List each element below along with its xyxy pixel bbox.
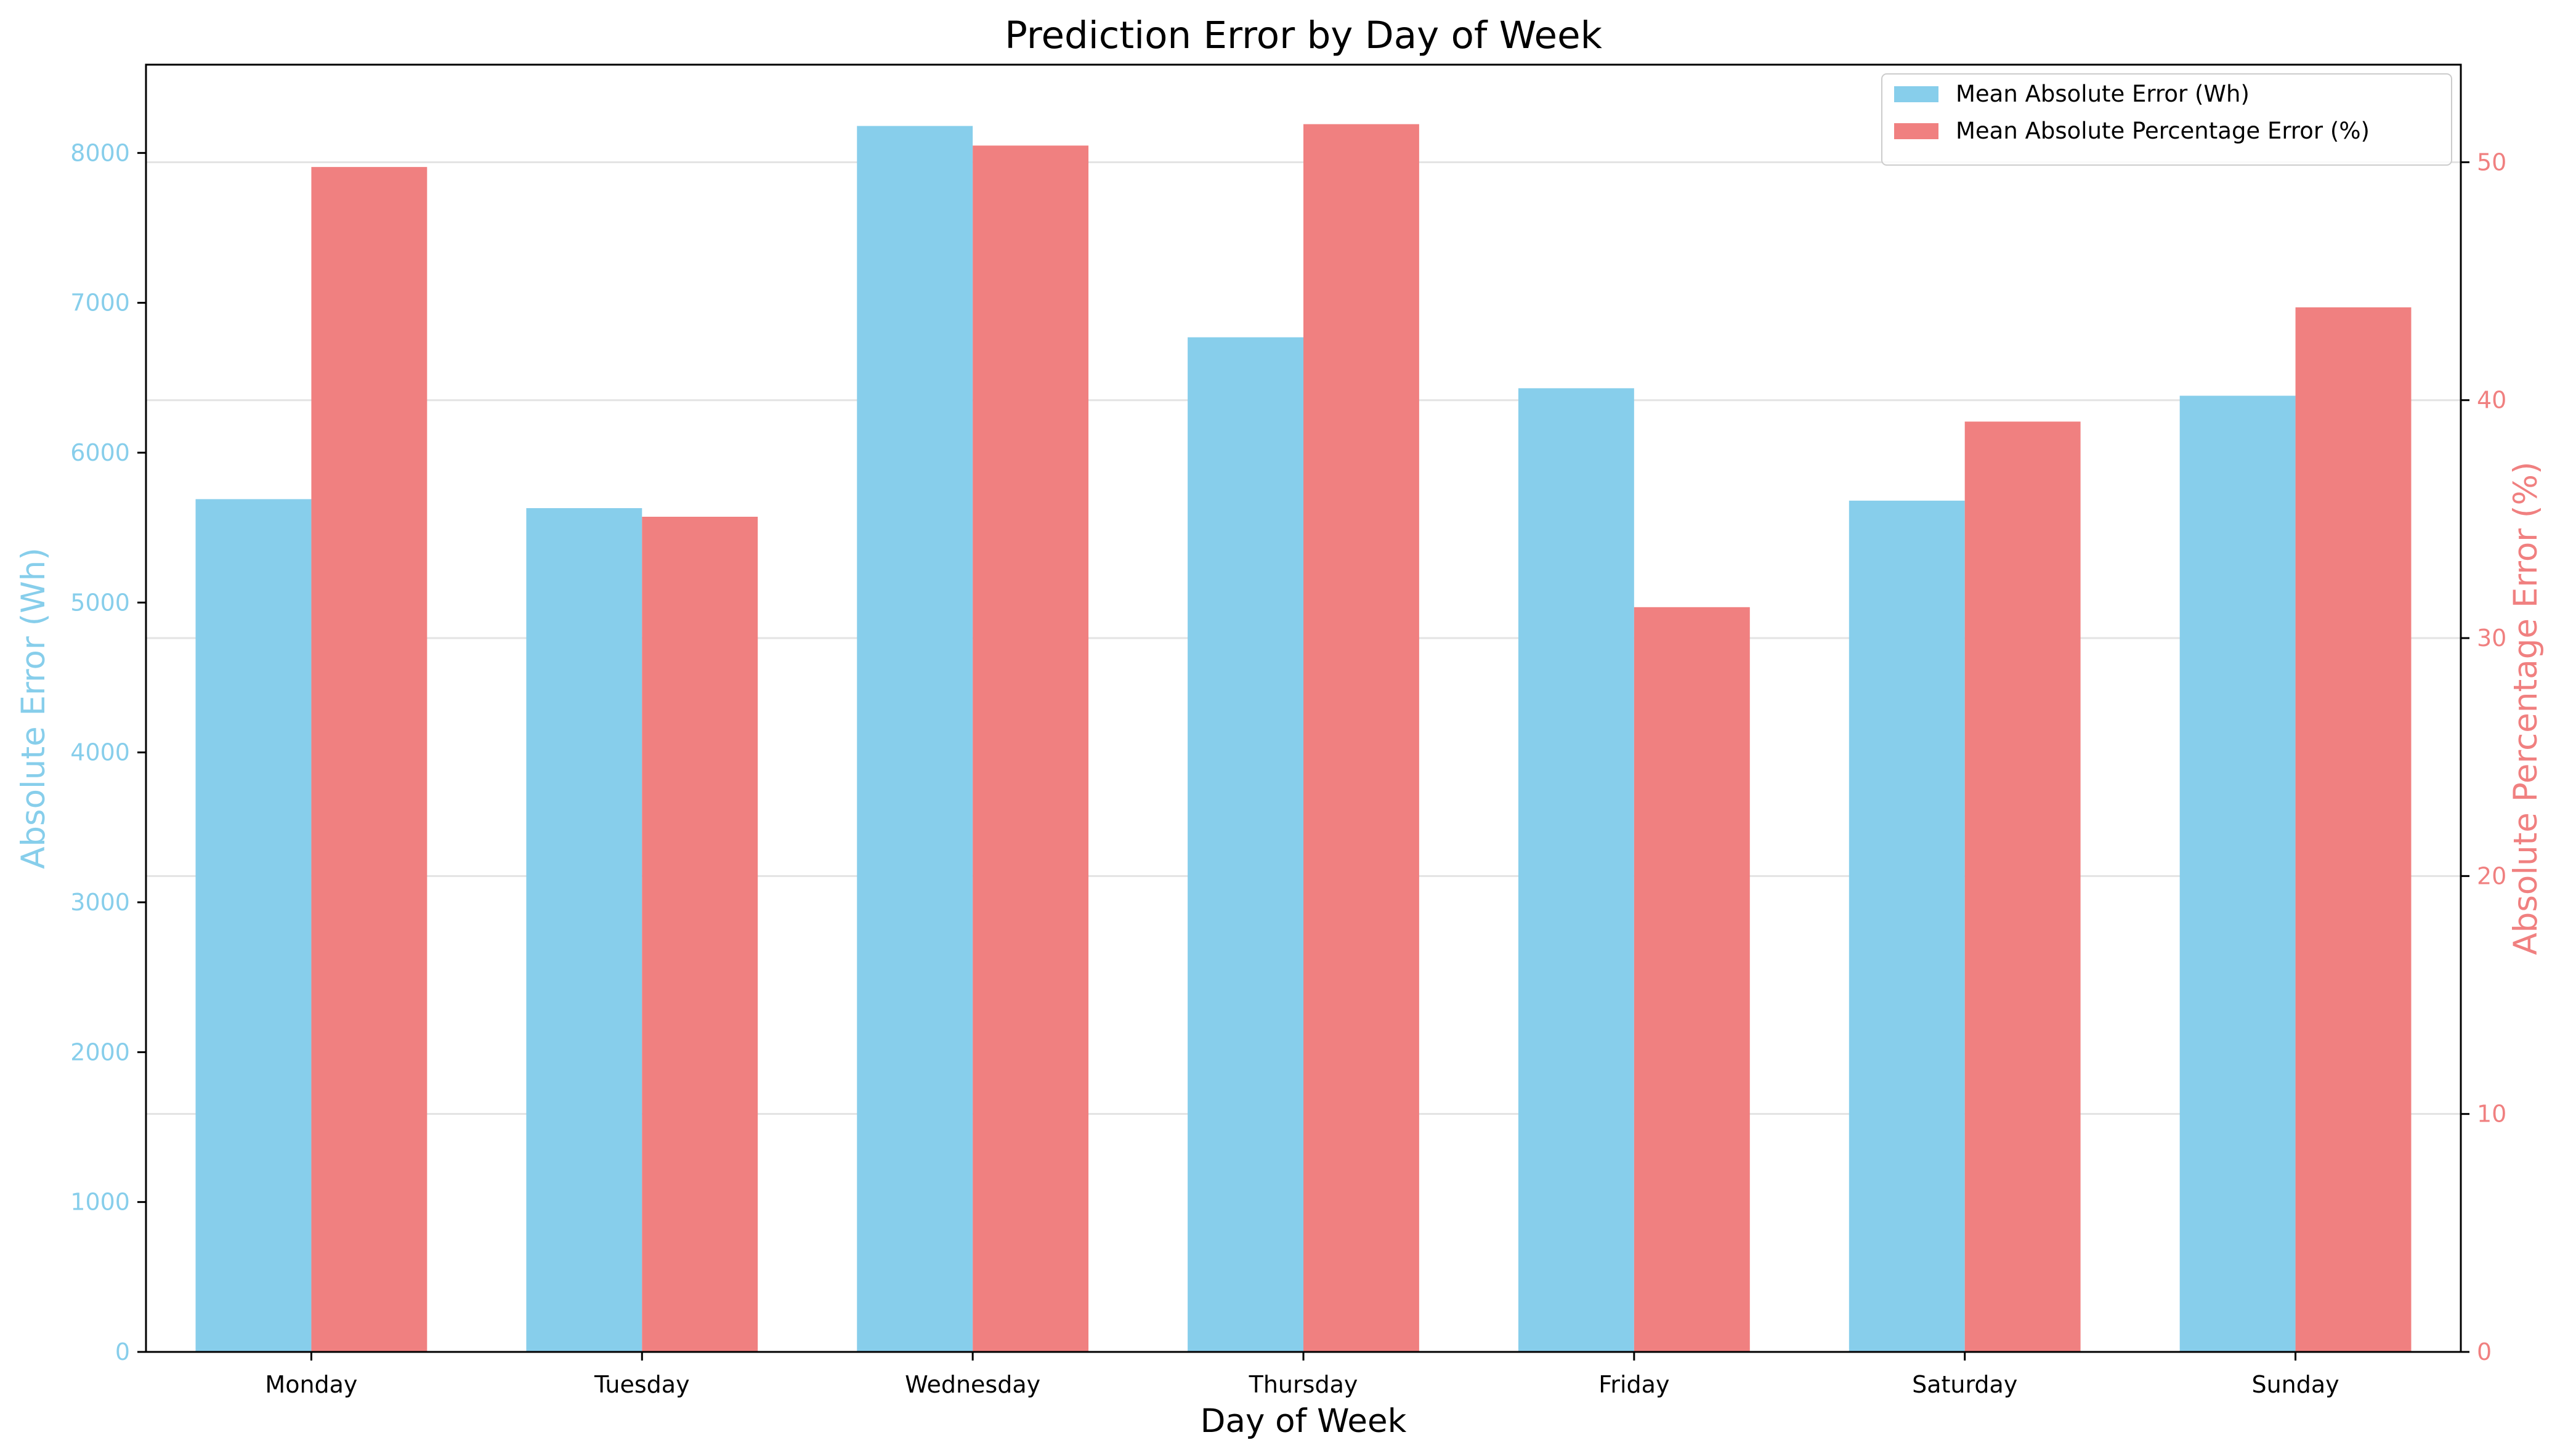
bar-mape-sunday — [2295, 307, 2412, 1352]
bars — [195, 124, 2412, 1353]
y-left-tick-label: 1000 — [70, 1189, 130, 1216]
bar-mae-wednesday — [857, 126, 973, 1352]
x-tick-label: Thursday — [1249, 1371, 1358, 1398]
x-tick-label: Saturday — [1912, 1371, 2017, 1398]
y-axis-right-title: Absolute Percentage Error (%) — [2507, 461, 2545, 955]
labels: Prediction Error by Day of Week Day of W… — [15, 14, 2545, 1440]
bar-mape-thursday — [1303, 124, 1419, 1352]
y-right-tick-label: 0 — [2477, 1338, 2492, 1365]
x-tick-label: Sunday — [2251, 1371, 2339, 1398]
legend-label-mape: Mean Absolute Percentage Error (%) — [1956, 118, 2370, 144]
y-left-tick-label: 3000 — [70, 889, 130, 916]
legend-swatch-mae — [1894, 86, 1938, 102]
bar-mae-sunday — [2179, 395, 2296, 1352]
bar-mape-saturday — [1964, 421, 2081, 1352]
bar-mape-tuesday — [642, 517, 758, 1352]
y-left-tick-label: 6000 — [70, 439, 130, 466]
y-right-tick-label: 20 — [2477, 862, 2506, 889]
bar-mae-monday — [195, 499, 312, 1352]
x-tick-label: Monday — [265, 1371, 357, 1398]
x-tick-label: Friday — [1598, 1371, 1669, 1398]
chart-title: Prediction Error by Day of Week — [1005, 14, 1603, 57]
bar-mape-friday — [1634, 607, 1750, 1353]
y-left-tick-label: 4000 — [70, 739, 130, 766]
bar-mae-thursday — [1188, 337, 1303, 1352]
y-right-tick-label: 50 — [2477, 148, 2506, 176]
bar-mae-tuesday — [526, 508, 642, 1352]
x-axis-title: Day of Week — [1201, 1402, 1407, 1440]
y-axis-left-title: Absolute Error (Wh) — [15, 548, 52, 869]
y-left-tick-label: 2000 — [70, 1038, 130, 1066]
bar-mae-friday — [1518, 388, 1634, 1353]
legend-swatch-mape — [1894, 123, 1938, 139]
legend-label-mae: Mean Absolute Error (Wh) — [1956, 81, 2250, 107]
x-tick-label: Tuesday — [594, 1371, 690, 1398]
y-left-tick-label: 5000 — [70, 589, 130, 616]
legend: Mean Absolute Error (Wh) Mean Absolute P… — [1881, 73, 2452, 166]
legend-box — [1881, 73, 2452, 166]
y-left-tick-label: 0 — [115, 1338, 130, 1365]
bar-mae-saturday — [1849, 500, 1965, 1352]
x-tick-label: Wednesday — [905, 1371, 1040, 1398]
y-right-tick-label: 30 — [2477, 625, 2506, 652]
y-left-tick-label: 7000 — [70, 289, 130, 317]
y-left-tick-label: 8000 — [70, 139, 130, 166]
bar-mape-wednesday — [973, 145, 1089, 1352]
bar-mape-monday — [311, 167, 427, 1352]
y-right-tick-label: 10 — [2477, 1101, 2506, 1128]
y-right-tick-label: 40 — [2477, 387, 2506, 414]
axes: 0 1000 2000 3000 4000 5000 6000 7000 8000 0 10 20 30… — [70, 63, 2506, 1398]
